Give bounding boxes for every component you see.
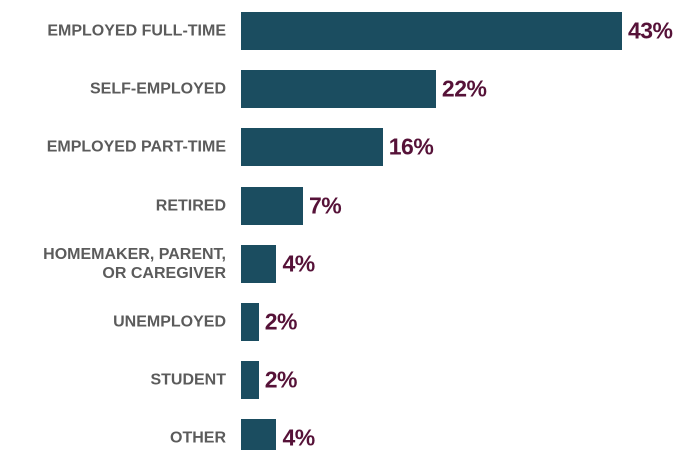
category-label: RETIRED: [155, 197, 226, 215]
bar: [241, 361, 259, 400]
category-label: HOMEMAKER, PARENT, OR CAREGIVER: [43, 245, 226, 282]
bar: [241, 128, 383, 167]
category-label: EMPLOYED FULL-TIME: [47, 22, 226, 40]
value-label: 16%: [388, 133, 434, 160]
value-label: 22%: [441, 75, 487, 102]
bar: [241, 419, 277, 450]
value-label: 43%: [627, 17, 673, 44]
value-label: 7%: [309, 192, 342, 219]
category-label: EMPLOYED PART-TIME: [46, 138, 226, 156]
value-label: 2%: [264, 366, 298, 393]
bar: [241, 186, 304, 225]
category-label: SELF-EMPLOYED: [89, 80, 226, 98]
bar: [241, 12, 622, 50]
category-label: STUDENT: [150, 371, 226, 389]
bar: [241, 303, 259, 341]
value-label: 4%: [282, 424, 315, 450]
bar: [241, 70, 436, 109]
category-label: OTHER: [170, 429, 226, 447]
bar: [241, 244, 277, 283]
value-label: 4%: [282, 250, 315, 277]
value-label: 2%: [264, 308, 298, 335]
category-label: UNEMPLOYED: [113, 313, 226, 331]
